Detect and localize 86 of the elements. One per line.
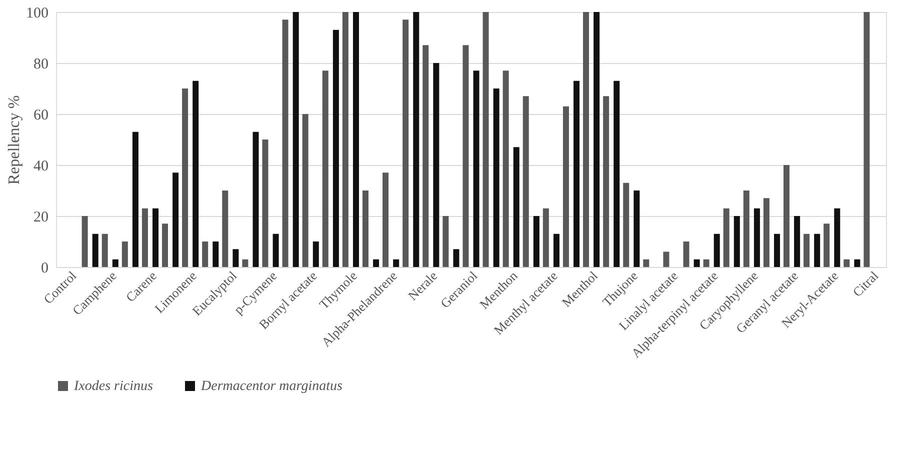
bar [614, 80, 620, 267]
bar [292, 12, 299, 267]
bar [643, 259, 650, 267]
bar [172, 172, 179, 267]
bar [402, 20, 409, 267]
bar [122, 242, 128, 267]
bar [493, 88, 500, 267]
bar [182, 88, 188, 267]
y-tick-label: 60 [34, 108, 48, 124]
bar [422, 45, 429, 267]
bar [302, 114, 308, 267]
bar [112, 259, 118, 267]
bar [242, 259, 248, 267]
bar [282, 20, 288, 267]
bar [723, 208, 730, 267]
bar [92, 234, 98, 267]
bar [542, 208, 549, 267]
y-tick-label: 0 [41, 260, 48, 276]
bar [694, 259, 700, 267]
bar [594, 12, 600, 267]
bar [433, 63, 440, 267]
bar [774, 234, 780, 267]
bar [553, 234, 560, 267]
bar [743, 190, 750, 267]
bar [683, 242, 690, 267]
bar [794, 216, 800, 267]
bar [763, 198, 770, 267]
bar [754, 208, 760, 267]
bar [473, 70, 480, 267]
bar [252, 132, 259, 267]
y-tick-label: 80 [34, 56, 48, 72]
bar [623, 182, 630, 267]
bar [262, 140, 268, 267]
bar [222, 190, 228, 267]
y-tick-label: 40 [34, 158, 48, 174]
bar [844, 259, 850, 267]
bar [362, 190, 368, 267]
bar [212, 242, 219, 267]
y-tick-label: 100 [26, 6, 48, 22]
bar [783, 165, 790, 267]
bar [332, 30, 339, 267]
bar [663, 252, 670, 267]
bar [442, 216, 449, 267]
bar [562, 106, 569, 267]
bar [714, 234, 720, 267]
bar [603, 96, 610, 267]
bar [352, 12, 359, 267]
bar [272, 234, 279, 267]
bar [824, 224, 830, 267]
bar [322, 70, 328, 267]
bar [854, 259, 860, 267]
y-tick-label: 20 [34, 210, 48, 226]
bar [453, 249, 460, 267]
bar [312, 242, 319, 267]
bar [502, 70, 509, 267]
y-axis-title: Repellency % [6, 95, 23, 185]
bar [574, 80, 580, 267]
bar [382, 172, 389, 267]
bar [152, 208, 159, 267]
bar [533, 216, 540, 267]
legend-label: Ixodes ricinus [73, 379, 154, 394]
bar [482, 12, 489, 267]
bar [864, 12, 870, 267]
bar [162, 224, 168, 267]
bar [232, 249, 239, 267]
bar [373, 259, 380, 267]
bar [393, 259, 400, 267]
bar [634, 190, 640, 267]
bar [142, 208, 148, 267]
bar [132, 132, 138, 267]
bar [102, 234, 108, 267]
bar [342, 12, 348, 267]
bar [82, 216, 88, 267]
bar [583, 12, 590, 267]
legend-label: Dermacentor marginatus [200, 379, 343, 394]
bar [804, 234, 810, 267]
bar [734, 216, 740, 267]
bar [413, 12, 420, 267]
bar [202, 242, 208, 267]
bar [513, 147, 520, 267]
bar [192, 80, 199, 267]
bar [703, 259, 710, 267]
bar [522, 96, 529, 267]
bar [834, 208, 840, 267]
bar [462, 45, 469, 267]
bar [814, 234, 820, 267]
